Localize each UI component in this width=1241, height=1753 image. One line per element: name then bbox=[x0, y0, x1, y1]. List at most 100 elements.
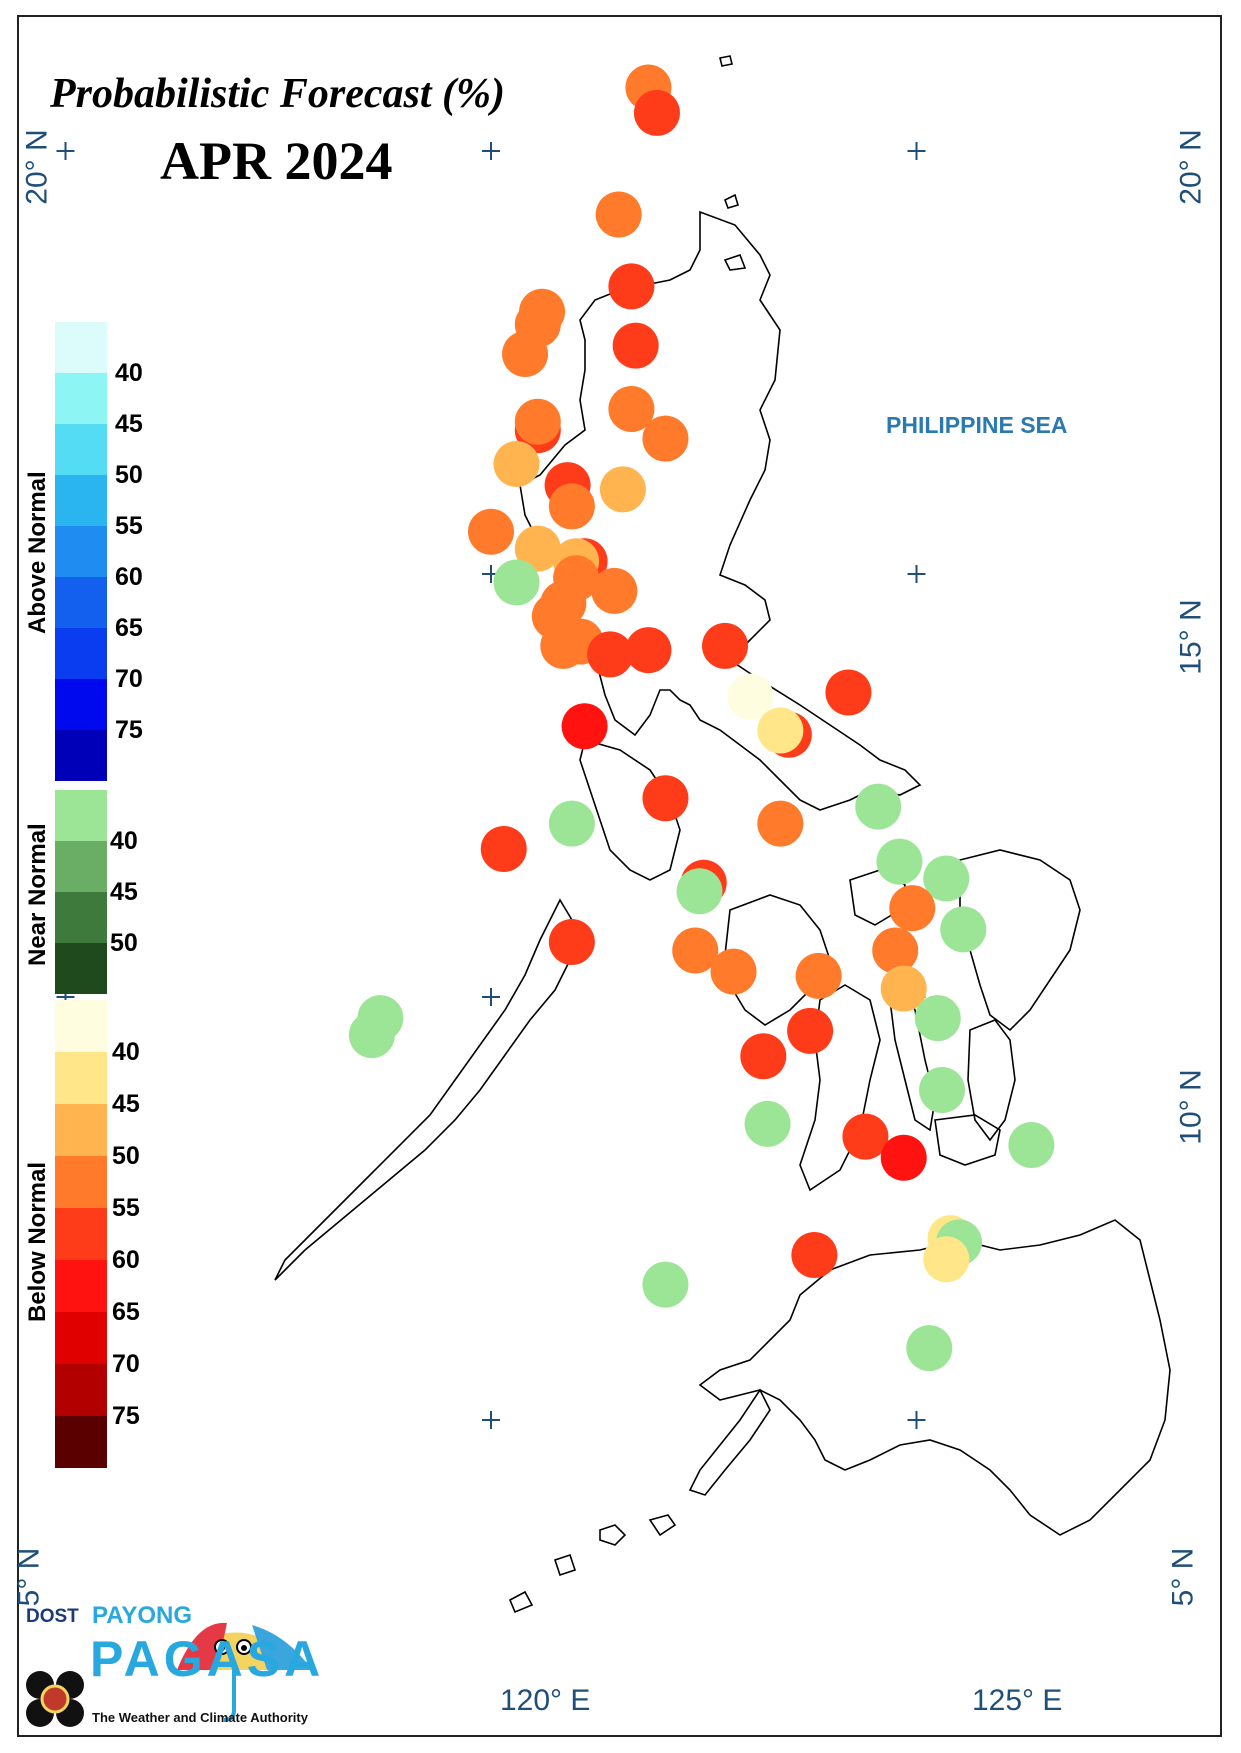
station-marker bbox=[744, 1100, 791, 1147]
station-marker bbox=[595, 191, 642, 238]
station-markers bbox=[348, 64, 1055, 1372]
station-marker bbox=[740, 1033, 787, 1080]
legend-swatch bbox=[55, 1364, 107, 1416]
logo-payong-text: PAYONG bbox=[92, 1602, 193, 1629]
legend-swatch bbox=[55, 1156, 107, 1208]
station-marker bbox=[468, 508, 514, 555]
graticule-cross bbox=[907, 142, 926, 160]
legend-swatch bbox=[55, 1208, 107, 1260]
legend-tick-label: 55 bbox=[115, 512, 143, 540]
graticule-cross bbox=[482, 988, 500, 1006]
station-marker bbox=[608, 386, 655, 433]
station-marker bbox=[599, 466, 646, 513]
legend-tick-label: 70 bbox=[115, 665, 143, 693]
legend-swatch bbox=[55, 730, 107, 781]
graticule-crosses bbox=[56, 142, 926, 1429]
legend-tick-label: 65 bbox=[112, 1298, 140, 1326]
station-marker bbox=[919, 1067, 966, 1114]
station-marker bbox=[348, 1012, 395, 1059]
station-marker bbox=[923, 855, 970, 902]
station-marker bbox=[561, 703, 608, 750]
station-marker bbox=[625, 627, 672, 674]
legend-swatch bbox=[55, 628, 107, 679]
station-marker bbox=[493, 559, 540, 606]
legend-tick-label: 40 bbox=[112, 1038, 140, 1066]
legend-tick-label: 60 bbox=[112, 1246, 140, 1274]
lon-label-120: 120° E bbox=[500, 1684, 591, 1717]
station-marker bbox=[502, 331, 549, 378]
legend-tick-label: 40 bbox=[115, 359, 143, 387]
lat-label-right-15: 15° N bbox=[1174, 599, 1208, 675]
station-marker bbox=[480, 825, 527, 872]
legend-below-normal-label: Below Normal bbox=[24, 1161, 51, 1322]
legend-swatch bbox=[55, 1416, 107, 1468]
station-marker bbox=[608, 263, 655, 310]
legend-swatch bbox=[55, 373, 107, 424]
lat-label-right-5: 5° N bbox=[1166, 1547, 1200, 1607]
station-marker bbox=[1008, 1122, 1055, 1169]
station-marker bbox=[548, 483, 595, 530]
lat-label-right-10: 10° N bbox=[1174, 1069, 1208, 1145]
lat-label-left-20: 20° N bbox=[20, 129, 54, 205]
station-marker bbox=[795, 952, 842, 999]
graticule-cross bbox=[56, 142, 75, 160]
legend-swatch bbox=[55, 577, 107, 628]
station-marker bbox=[548, 919, 595, 966]
legend-tick-label: 70 bbox=[112, 1350, 140, 1378]
station-marker bbox=[872, 927, 919, 974]
legend-tick-label: 45 bbox=[110, 878, 138, 906]
station-marker bbox=[591, 567, 638, 614]
station-marker bbox=[787, 1007, 834, 1054]
map-title: Probabilistic Forecast (%) bbox=[50, 71, 505, 117]
legend-swatch bbox=[55, 841, 107, 892]
legend-tick-label: 75 bbox=[115, 716, 143, 744]
logo-pagasa-text: PAGASA bbox=[90, 1631, 325, 1687]
legend-swatch bbox=[55, 1312, 107, 1364]
legend-tick-label: 75 bbox=[112, 1402, 140, 1430]
station-marker bbox=[493, 441, 540, 488]
station-marker bbox=[633, 89, 680, 136]
station-marker bbox=[642, 1261, 689, 1308]
legend-tick-label: 60 bbox=[115, 563, 143, 591]
station-marker bbox=[587, 631, 634, 678]
station-marker bbox=[889, 885, 936, 932]
station-marker bbox=[842, 1113, 889, 1160]
legend-tick-label: 50 bbox=[112, 1142, 140, 1170]
map-period: APR 2024 bbox=[160, 131, 393, 191]
graticule-cross bbox=[482, 142, 500, 160]
station-marker bbox=[727, 673, 774, 720]
graticule-cross bbox=[907, 565, 926, 583]
legend-swatch bbox=[55, 943, 107, 994]
legend-swatch bbox=[55, 475, 107, 526]
station-marker bbox=[612, 322, 659, 369]
legend-swatch bbox=[55, 1104, 107, 1156]
legend-swatch bbox=[55, 322, 107, 373]
logo-dost-text: DOST bbox=[26, 1606, 79, 1627]
station-marker bbox=[757, 800, 804, 847]
station-marker bbox=[923, 1236, 970, 1283]
legend-near-normal-label: Near Normal bbox=[24, 823, 51, 966]
legend-swatch bbox=[55, 424, 107, 475]
legend-swatch bbox=[55, 679, 107, 730]
station-marker bbox=[880, 1134, 927, 1181]
map-frame bbox=[17, 15, 1222, 1737]
station-marker bbox=[876, 838, 923, 885]
legend-tick-label: 50 bbox=[110, 929, 138, 957]
station-marker bbox=[676, 868, 723, 915]
station-marker bbox=[940, 906, 987, 953]
lon-label-125: 125° E bbox=[972, 1684, 1063, 1717]
legend-swatch bbox=[55, 1052, 107, 1104]
station-marker bbox=[642, 775, 689, 822]
legend-swatch bbox=[55, 1000, 107, 1052]
legend-above-normal-label: Above Normal bbox=[24, 471, 51, 634]
station-marker bbox=[855, 783, 902, 830]
pagasa-logo bbox=[26, 1622, 312, 1727]
sea-label: PHILIPPINE SEA bbox=[886, 412, 1068, 438]
station-marker bbox=[906, 1325, 953, 1372]
station-marker bbox=[825, 669, 872, 716]
lat-label-right-20: 20° N bbox=[1174, 129, 1208, 205]
legend-swatch bbox=[55, 892, 107, 943]
station-marker bbox=[791, 1232, 838, 1279]
station-marker bbox=[757, 707, 804, 754]
station-marker bbox=[540, 622, 587, 669]
